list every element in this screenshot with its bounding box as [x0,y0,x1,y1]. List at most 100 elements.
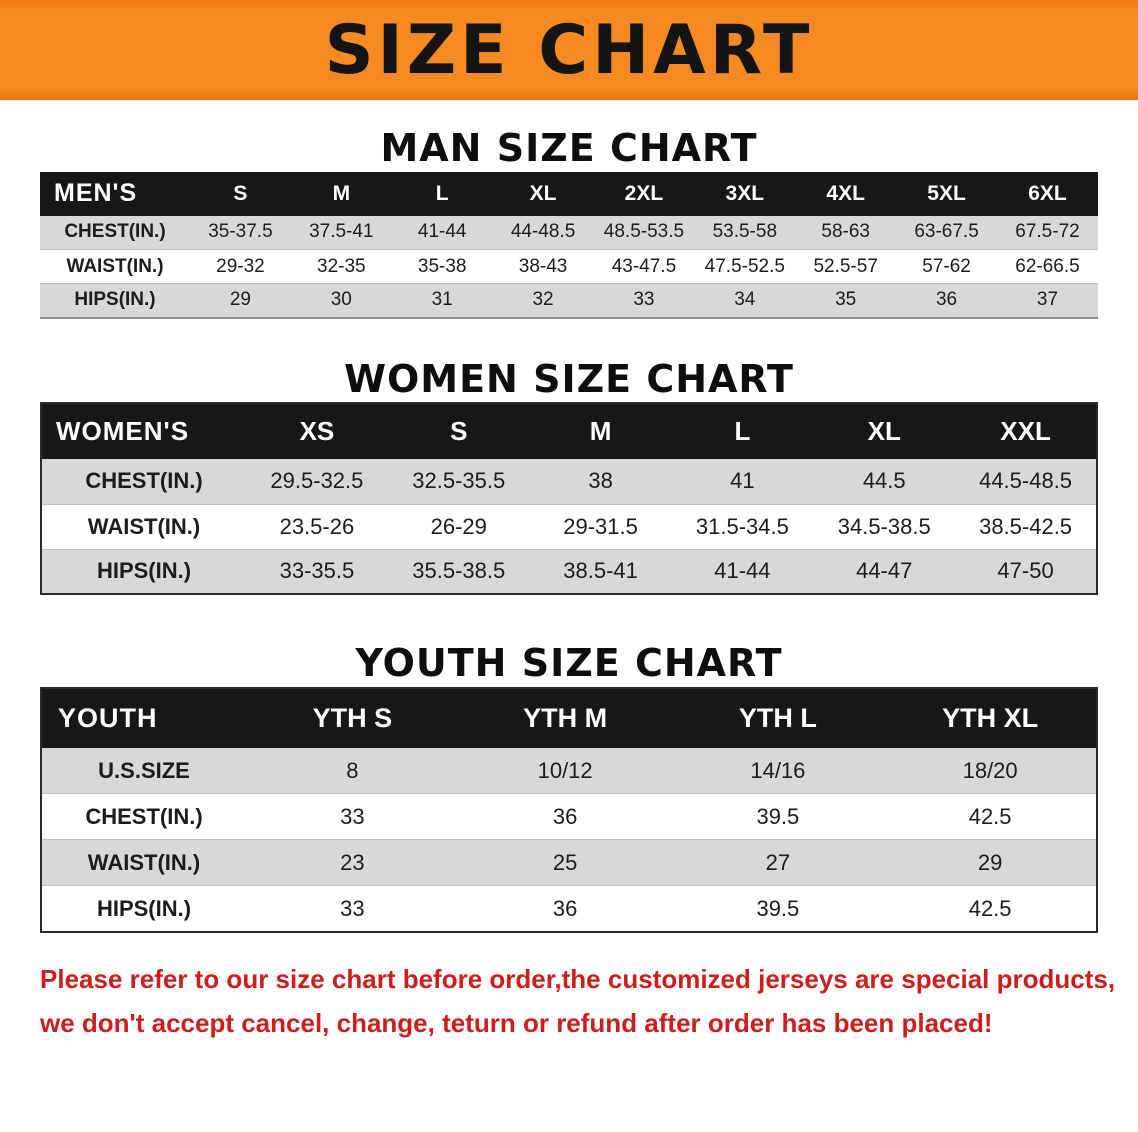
size-value-cell: 38.5-42.5 [979,513,1073,539]
size-value-cell: 38.5-41 [563,558,638,584]
size-value-cell: 31 [431,289,453,311]
size-value-cell: 57-62 [922,255,971,277]
row-label: CHEST(IN.) [64,221,166,243]
youth-table-corner-header: YOUTH [58,702,158,733]
size-value-cell: 44.5 [862,468,906,494]
row-label: WAIST(IN.) [87,513,201,539]
youth-ussize-row: U.S.SIZE 8 10/12 14/16 18/20 [41,747,1097,794]
size-value-cell: 43-47.5 [611,255,677,277]
size-value-cell: 36 [935,289,958,311]
men-table-corner-header: MEN'S [54,179,138,208]
men-size-column-header: 3XL [725,181,765,205]
size-value-cell: 44.5-48.5 [979,468,1073,494]
men-size-column-header: 5XL [927,181,966,205]
size-value-cell: 35.5-38.5 [412,558,506,584]
size-value-cell: 44-48.5 [510,221,576,243]
women-size-column-header: M [589,416,612,447]
size-value-cell: 25 [552,849,578,875]
size-value-cell: 63-67.5 [914,221,979,243]
disclaimer-line-2: we don't accept cancel, change, teturn o… [40,1007,993,1038]
size-value-cell: 29-32 [216,255,265,277]
women-size-column-header: XXL [1000,416,1051,447]
size-value-cell: 53.5-58 [712,221,778,243]
size-value-cell: 37 [1036,289,1059,311]
youth-hips-row: HIPS(IN.) 33 36 39.5 42.5 [41,885,1097,932]
youth-size-column-header: YTH XL [942,702,1039,733]
size-value-cell: 29 [977,849,1003,875]
row-label: WAIST(IN.) [66,255,164,277]
size-value-cell: 34.5-38.5 [837,513,931,539]
men-hips-row: HIPS(IN.) 29 30 31 32 33 34 35 36 37 [40,283,1098,318]
women-size-table: WOMEN'S XS S M L XL XXL CHEST(IN.) 29.5-… [40,402,1098,596]
size-value-cell: 47-50 [997,558,1054,584]
size-value-cell: 38 [588,468,613,494]
size-value-cell: 32-35 [317,255,366,277]
youth-section: YOUTH SIZE CHART YOUTH YTH S YTH M YTH L… [0,641,1138,933]
men-size-column-header: 6XL [1028,181,1067,205]
size-value-cell: 32 [532,289,554,311]
size-value-cell: 30 [330,289,352,311]
youth-size-column-header: YTH S [312,702,393,733]
men-size-column-header: L [435,181,449,205]
women-size-column-header: S [450,416,468,447]
row-label: CHEST(IN.) [85,468,203,494]
women-table-corner-header: WOMEN'S [56,416,190,447]
women-section: WOMEN SIZE CHART WOMEN'S XS S M L XL XXL… [0,357,1138,596]
women-waist-row: WAIST(IN.) 23.5-26 26-29 29-31.5 31.5-34… [41,504,1097,550]
men-size-column-header: S [233,181,248,205]
size-value-cell: 33 [633,289,655,311]
men-section: MAN SIZE CHART MEN'S S M L XL 2XL 3XL 4X… [0,126,1138,319]
men-waist-row: WAIST(IN.) 29-32 32-35 35-38 38-43 43-47… [40,249,1098,284]
row-label: HIPS(IN.) [74,289,156,311]
size-value-cell: 62-66.5 [1015,255,1080,277]
size-value-cell: 42.5 [968,895,1012,921]
size-value-cell: 32.5-35.5 [412,468,506,494]
row-label: WAIST(IN.) [87,849,201,875]
size-value-cell: 41-44 [417,221,467,243]
youth-table-header-row: YOUTH YTH S YTH M YTH L YTH XL [41,687,1097,748]
size-value-cell: 36 [552,895,578,921]
size-value-cell: 33-35.5 [279,558,355,584]
row-label: CHEST(IN.) [85,803,203,829]
size-value-cell: 29-31.5 [563,513,638,539]
men-size-column-header: 4XL [826,181,865,205]
women-size-column-header: L [734,416,751,447]
size-value-cell: 41-44 [714,558,771,584]
youth-waist-row: WAIST(IN.) 23 25 27 29 [41,839,1097,886]
youth-section-heading: YOUTH SIZE CHART [355,641,783,686]
men-size-column-header: 2XL [624,181,664,205]
size-value-cell: 37.5-41 [309,221,374,243]
size-value-cell: 38-43 [518,255,568,277]
disclaimer-line-1: Please refer to our size chart before or… [40,963,1116,994]
size-value-cell: 34 [734,289,756,311]
size-value-cell: 39.5 [756,895,800,921]
size-value-cell: 35-37.5 [208,221,273,243]
size-chart-banner: SIZE CHART [0,0,1138,100]
size-value-cell: 29.5-32.5 [270,468,364,494]
size-value-cell: 39.5 [756,803,800,829]
men-size-table: MEN'S S M L XL 2XL 3XL 4XL 5XL 6XL CHEST… [40,171,1098,319]
size-value-cell: 35-38 [417,255,467,277]
men-section-heading: MAN SIZE CHART [380,126,758,170]
women-table-header-row: WOMEN'S XS S M L XL XXL [41,403,1097,460]
row-label: U.S.SIZE [98,757,190,783]
size-value-cell: 33 [340,895,365,921]
size-value-cell: 29 [229,289,251,311]
size-value-cell: 42.5 [968,803,1012,829]
size-value-cell: 10/12 [537,757,593,783]
size-value-cell: 47.5-52.5 [704,255,785,277]
size-value-cell: 67.5-72 [1015,221,1080,243]
youth-size-table: YOUTH YTH S YTH M YTH L YTH XL U.S.SIZE … [40,686,1098,933]
women-chest-row: CHEST(IN.) 29.5-32.5 32.5-35.5 38 41 44.… [41,459,1097,505]
size-value-cell: 27 [765,849,791,875]
men-chest-row: CHEST(IN.) 35-37.5 37.5-41 41-44 44-48.5… [40,215,1098,250]
men-table-header-row: MEN'S S M L XL 2XL 3XL 4XL 5XL 6XL [40,171,1098,216]
size-value-cell: 52.5-57 [813,255,878,277]
size-value-cell: 18/20 [962,757,1018,783]
size-value-cell: 8 [346,757,359,783]
men-size-column-header: M [332,181,351,205]
youth-chest-row: CHEST(IN.) 33 36 39.5 42.5 [41,793,1097,840]
size-value-cell: 58-63 [821,221,870,243]
men-size-column-header: XL [529,181,557,205]
women-size-column-header: XL [867,416,901,447]
